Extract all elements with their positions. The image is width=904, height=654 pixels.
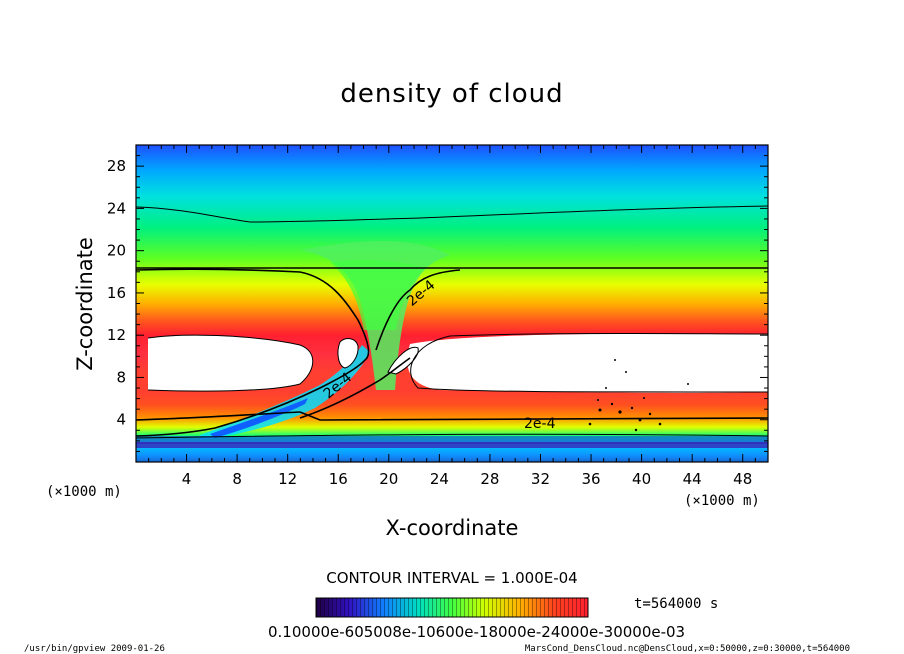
- x-tick-label: 28: [480, 470, 499, 488]
- x-tick-label: 40: [632, 470, 651, 488]
- x-axis: 4 8 12 16 20 24 28 32 36 40 44 48: [148, 145, 756, 488]
- white-region-right: [407, 333, 768, 393]
- y-axis: 4 8 12 16 20 24 28: [107, 155, 768, 452]
- x-tick-label: 8: [232, 470, 242, 488]
- footer-left: /usr/bin/gpview 2009-01-26: [24, 644, 165, 654]
- x-tick-label: 24: [430, 470, 449, 488]
- colorbar-tick-labels: 0.10000e-605008e-10600e-18000e-24000e-30…: [268, 623, 685, 641]
- y-tick-label: 24: [107, 199, 126, 217]
- y-unit-label: (×1000 m): [46, 484, 122, 500]
- contour-interval-label: CONTOUR INTERVAL = 1.000E-04: [326, 569, 577, 587]
- x-unit-label: (×1000 m): [684, 493, 760, 509]
- y-tick-label: 20: [107, 242, 126, 260]
- y-tick-label: 16: [107, 284, 126, 302]
- time-label: t=564000 s: [634, 596, 718, 612]
- x-tick-label: 4: [182, 470, 192, 488]
- x-tick-label: 44: [683, 470, 702, 488]
- chart-title: density of cloud: [340, 79, 563, 109]
- y-tick-label: 4: [116, 411, 126, 429]
- white-region-left: [148, 335, 313, 392]
- footer-right: MarsCond_DensCloud.nc@DensCloud,x=0:5000…: [525, 644, 850, 654]
- x-tick-label: 48: [733, 470, 752, 488]
- x-axis-label: X-coordinate: [386, 516, 519, 540]
- y-axis-label: Z-coordinate: [73, 237, 97, 371]
- x-tick-label: 36: [581, 470, 600, 488]
- contour-specks: [588, 359, 689, 432]
- contour-label-3: 2e-4: [524, 416, 556, 432]
- y-tick-label: 28: [107, 157, 126, 175]
- contour-lines: [136, 205, 768, 439]
- x-tick-label: 12: [278, 470, 297, 488]
- x-tick-label: 20: [379, 470, 398, 488]
- y-tick-label: 12: [107, 326, 126, 344]
- y-tick-label: 8: [116, 368, 126, 386]
- color-bar: [315, 597, 589, 618]
- x-tick-label: 32: [531, 470, 550, 488]
- x-tick-label: 16: [329, 470, 348, 488]
- heatmap-field: 2e-4 2e-4 2e-4: [136, 145, 768, 462]
